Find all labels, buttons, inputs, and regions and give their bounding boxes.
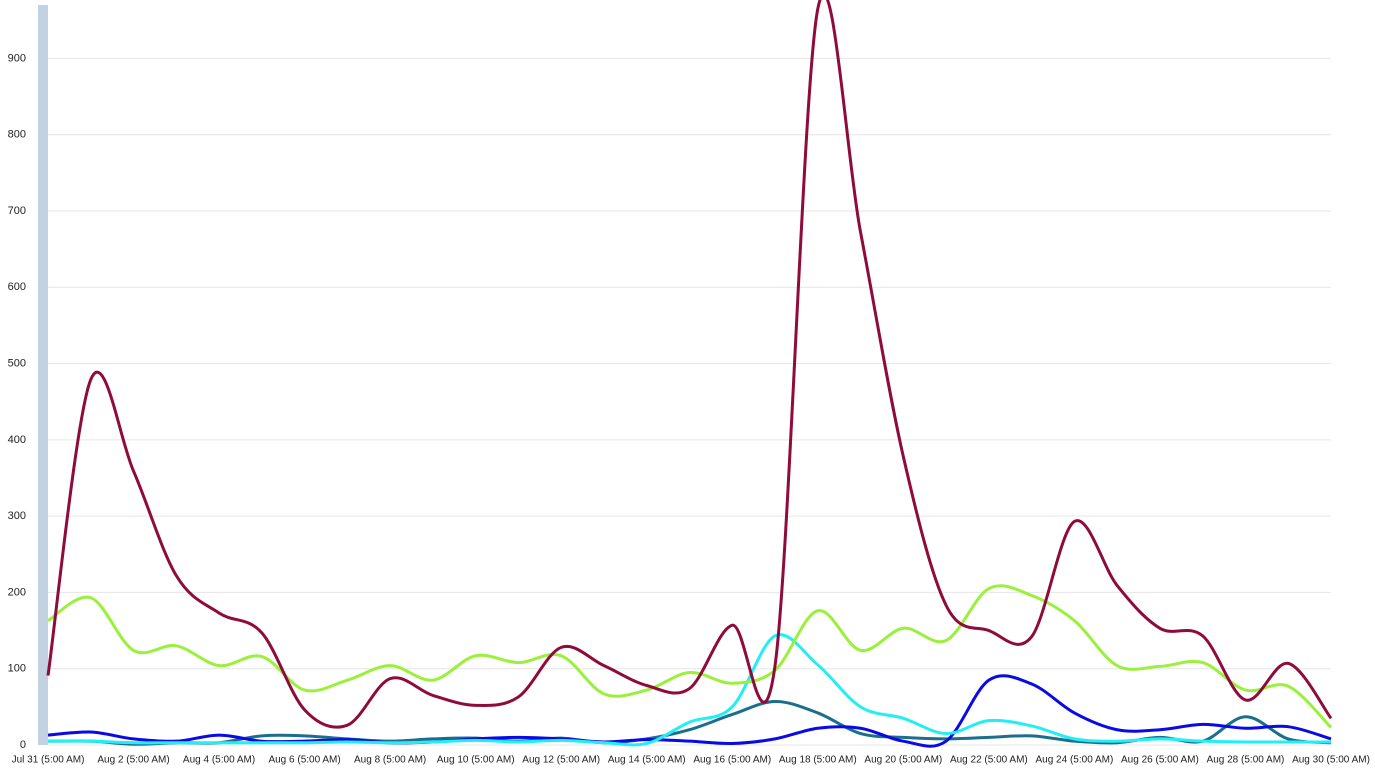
x-tick-label: Aug 10 (5:00 AM) — [437, 755, 515, 766]
x-tick-label: Aug 16 (5:00 AM) — [693, 755, 771, 766]
x-tick-label: Aug 2 (5:00 AM) — [97, 755, 169, 766]
series-line — [47, 700, 1332, 746]
series-line — [47, 584, 1333, 729]
y-tick-label: 700 — [8, 205, 26, 217]
x-tick-label: Aug 8 (5:00 AM) — [354, 755, 426, 766]
x-tick-label: Aug 22 (5:00 AM) — [950, 755, 1028, 766]
y-tick-label: 200 — [8, 586, 26, 598]
series-line — [47, 674, 1332, 748]
x-tick-label: Aug 28 (5:00 AM) — [1207, 755, 1285, 766]
y-tick-label: 500 — [8, 357, 26, 369]
x-tick-label: Aug 4 (5:00 AM) — [183, 755, 255, 766]
y-tick-label: 900 — [8, 52, 26, 64]
x-tick-label: Aug 24 (5:00 AM) — [1035, 755, 1113, 766]
x-tick-label: Aug 20 (5:00 AM) — [864, 755, 942, 766]
x-tick-label: Jul 31 (5:00 AM) — [12, 755, 85, 766]
x-tick-label: Aug 26 (5:00 AM) — [1121, 755, 1199, 766]
series-line — [47, 633, 1331, 747]
y-tick-label: 800 — [8, 129, 26, 141]
y-tick-label: 0 — [20, 739, 26, 751]
x-tick-label: Aug 30 (5:00 AM) — [1292, 755, 1370, 766]
y-axis-bar — [38, 5, 48, 745]
y-tick-label: 300 — [8, 510, 26, 522]
y-tick-label: 100 — [8, 663, 26, 675]
series-line — [46, 0, 1333, 729]
x-tick-label: Aug 18 (5:00 AM) — [779, 755, 857, 766]
y-tick-label: 600 — [8, 281, 26, 293]
x-tick-label: Aug 12 (5:00 AM) — [522, 755, 600, 766]
x-tick-label: Aug 14 (5:00 AM) — [608, 755, 686, 766]
y-tick-label: 400 — [8, 434, 26, 446]
x-tick-label: Aug 6 (5:00 AM) — [268, 755, 340, 766]
